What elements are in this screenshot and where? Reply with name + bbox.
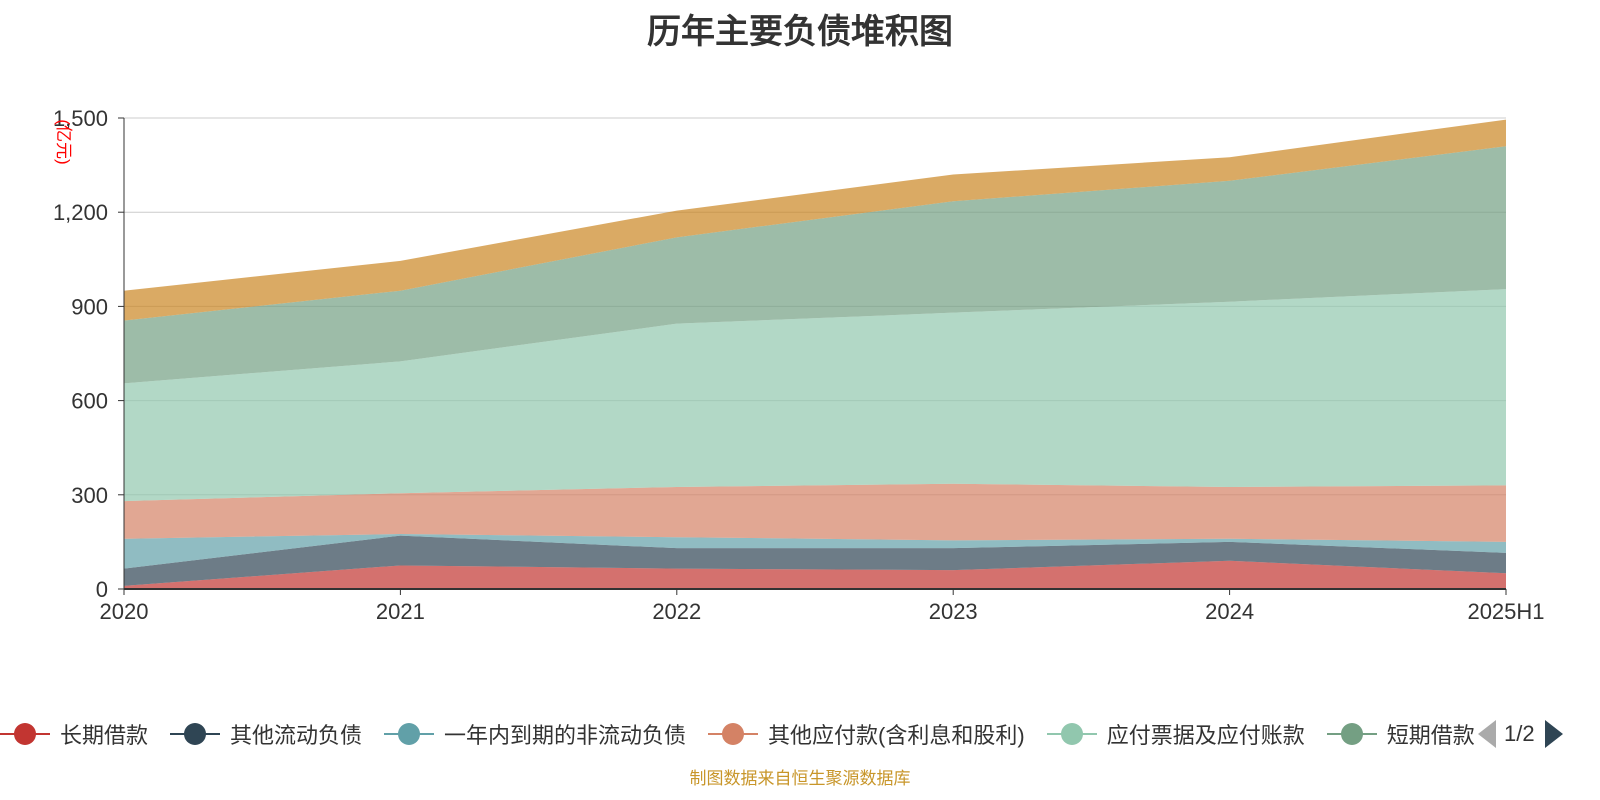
legend-next-page-icon[interactable] [1544, 720, 1563, 748]
y-tick-label: 1,500 [53, 106, 108, 131]
legend-label: 短期借款 [1386, 723, 1475, 748]
chart-title: 历年主要负债堆积图 [647, 13, 953, 51]
area-series-1[interactable] [124, 535, 1506, 586]
legend-label: 长期借款 [60, 723, 149, 748]
legend: 长期借款 其他流动负债 一年内到期的非流动负债 其他应付款(含利息和股利) 应付票据及应… [0, 714, 1600, 754]
x-tick-label: 2021 [376, 599, 425, 624]
legend-marker-icon [1326, 722, 1377, 746]
area-series-4[interactable] [124, 289, 1506, 502]
legend-label: 应付票据及应付账款 [1106, 723, 1305, 748]
area-series-3[interactable] [124, 483, 1506, 542]
legend-marker-icon [1046, 722, 1097, 746]
legend-item[interactable]: 其他应付款(含利息和股利) [708, 714, 1025, 754]
legend-item[interactable]: 长期借款 [0, 714, 148, 754]
y-axis-unit-label: (亿元) [54, 119, 73, 164]
legend-pager: 1/2 [1478, 714, 1600, 754]
legend-label: 其他流动负债 [230, 723, 363, 748]
legend-marker-icon [384, 722, 435, 746]
legend-item[interactable]: 一年内到期的非流动负债 [384, 714, 686, 754]
y-tick-label: 600 [71, 389, 108, 414]
area-layer [124, 119, 1506, 589]
legend-label: 其他应付款(含利息和股利) [768, 723, 1025, 748]
y-tick-label: 900 [71, 294, 108, 319]
y-tick-label: 0 [96, 577, 108, 602]
x-tick-label: 2023 [929, 599, 978, 624]
source-note: 制图数据来自恒生聚源数据库 [689, 769, 911, 788]
legend-marker-icon [0, 722, 50, 746]
legend-label: 一年内到期的非流动负债 [444, 723, 687, 748]
x-tick-label: 2025H1 [1467, 599, 1544, 624]
y-tick-label: 300 [71, 483, 108, 508]
area-series-6[interactable] [124, 119, 1506, 321]
x-tick-label: 2024 [1205, 599, 1254, 624]
area-series-2[interactable] [124, 534, 1506, 569]
legend-page-indicator: 1/2 [1504, 721, 1535, 746]
legend-item[interactable]: 应付票据及应付账款 [1046, 714, 1305, 754]
axis-layer: 0 300 600 900 1,200 1,500 2020 2021 2022 2023 2024… [53, 106, 1545, 624]
y-tick-label: 1,200 [53, 200, 108, 225]
x-tick-label: 2020 [100, 599, 149, 624]
legend-prev-page-icon[interactable] [1478, 720, 1496, 748]
x-tick-label: 2022 [652, 599, 701, 624]
legend-item[interactable]: 其他流动负债 [170, 714, 362, 754]
area-series-0[interactable] [124, 560, 1506, 589]
legend-items: 长期借款 其他流动负债 一年内到期的非流动负债 其他应付款(含利息和股利) 应付票据及应… [0, 714, 1475, 754]
legend-marker-icon [170, 722, 221, 746]
legend-item[interactable]: 短期借款 [1326, 714, 1475, 754]
area-series-5[interactable] [124, 146, 1506, 384]
legend-marker-icon [708, 722, 759, 746]
